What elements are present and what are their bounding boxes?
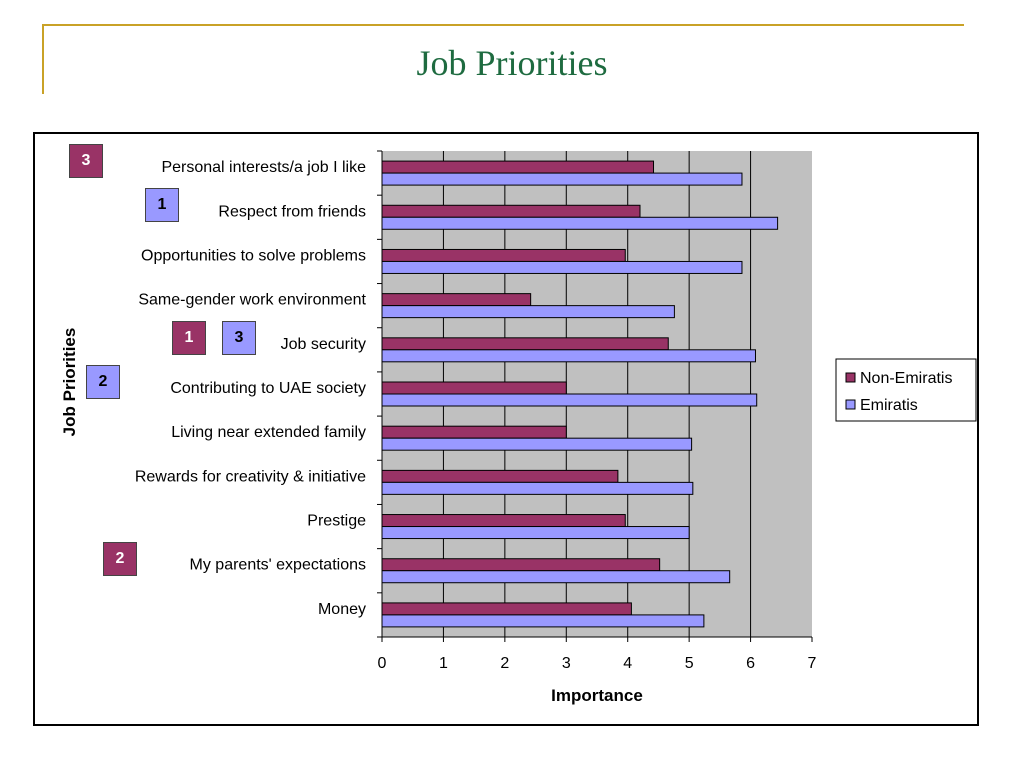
bar-emiratis [381,570,731,584]
category-label: Money [318,601,366,618]
rank-badge-emiratis: 3 [222,320,256,355]
category-label: Job security [281,336,366,353]
rank-badge-emiratis: 2 [86,365,120,399]
bar-emiratis [381,614,705,628]
category-label: Respect from friends [218,203,366,220]
y-axis-title: Job Priorities [60,328,79,437]
category-label: Prestige [307,513,366,530]
category-label: Personal interests/a job I like [161,159,366,176]
bar-emiratis [381,481,694,495]
x-tick-label: 7 [808,655,817,672]
x-tick-label: 0 [378,655,387,672]
bar-non-emiratis [381,248,626,262]
bar-non-emiratis [381,469,619,483]
x-tick-label: 6 [746,655,755,672]
bar-chart: Personal interests/a job I like Respect f… [60,150,977,705]
rank-badge-non-emiratis: 3 [69,144,103,179]
bar-emiratis [381,437,693,451]
legend [835,358,977,422]
bar-emiratis [381,260,743,274]
slide-title: Job Priorities [416,43,608,83]
bar-non-emiratis [381,514,626,528]
legend-swatch-emiratis [845,399,856,410]
bar-emiratis [381,349,756,363]
category-label: Living near extended family [171,424,366,441]
category-label: Opportunities to solve problems [141,247,366,264]
bar-non-emiratis [381,381,567,395]
bar-emiratis [381,393,758,407]
bar-non-emiratis [381,425,567,439]
legend-label-emiratis: Emiratis [860,397,918,414]
rank-badge-non-emiratis: 1 [172,320,206,355]
bar-non-emiratis [381,204,641,218]
x-tick-label: 2 [500,655,509,672]
rank-badge-emiratis: 1 [145,188,179,223]
x-axis-title: Importance [551,686,643,705]
category-label: Contributing to UAE society [170,380,366,397]
x-tick-label: 4 [623,655,632,672]
chart-frame: Personal interests/a job I like Respect f… [33,132,979,726]
bar-emiratis [381,305,675,319]
legend-swatch-non-emiratis [845,372,856,383]
bar-emiratis [381,216,779,230]
category-label: My parents' expectations [190,557,366,574]
title-side-rule [42,24,44,94]
bar-emiratis [381,526,690,540]
bar-non-emiratis [381,558,661,572]
bar-non-emiratis [381,337,669,351]
category-label: Same-gender work environment [138,292,366,309]
x-tick-label: 3 [562,655,571,672]
x-tick-label: 1 [439,655,448,672]
x-tick-label: 5 [685,655,694,672]
bar-non-emiratis [381,160,655,174]
bar-emiratis [381,172,743,186]
bar-non-emiratis [381,293,532,307]
category-label: Rewards for creativity & initiative [135,468,366,485]
legend-label-non-emiratis: Non-Emiratis [860,370,952,387]
title-top-rule [42,24,964,26]
bar-non-emiratis [381,602,632,616]
rank-badge-non-emiratis: 2 [103,541,137,576]
